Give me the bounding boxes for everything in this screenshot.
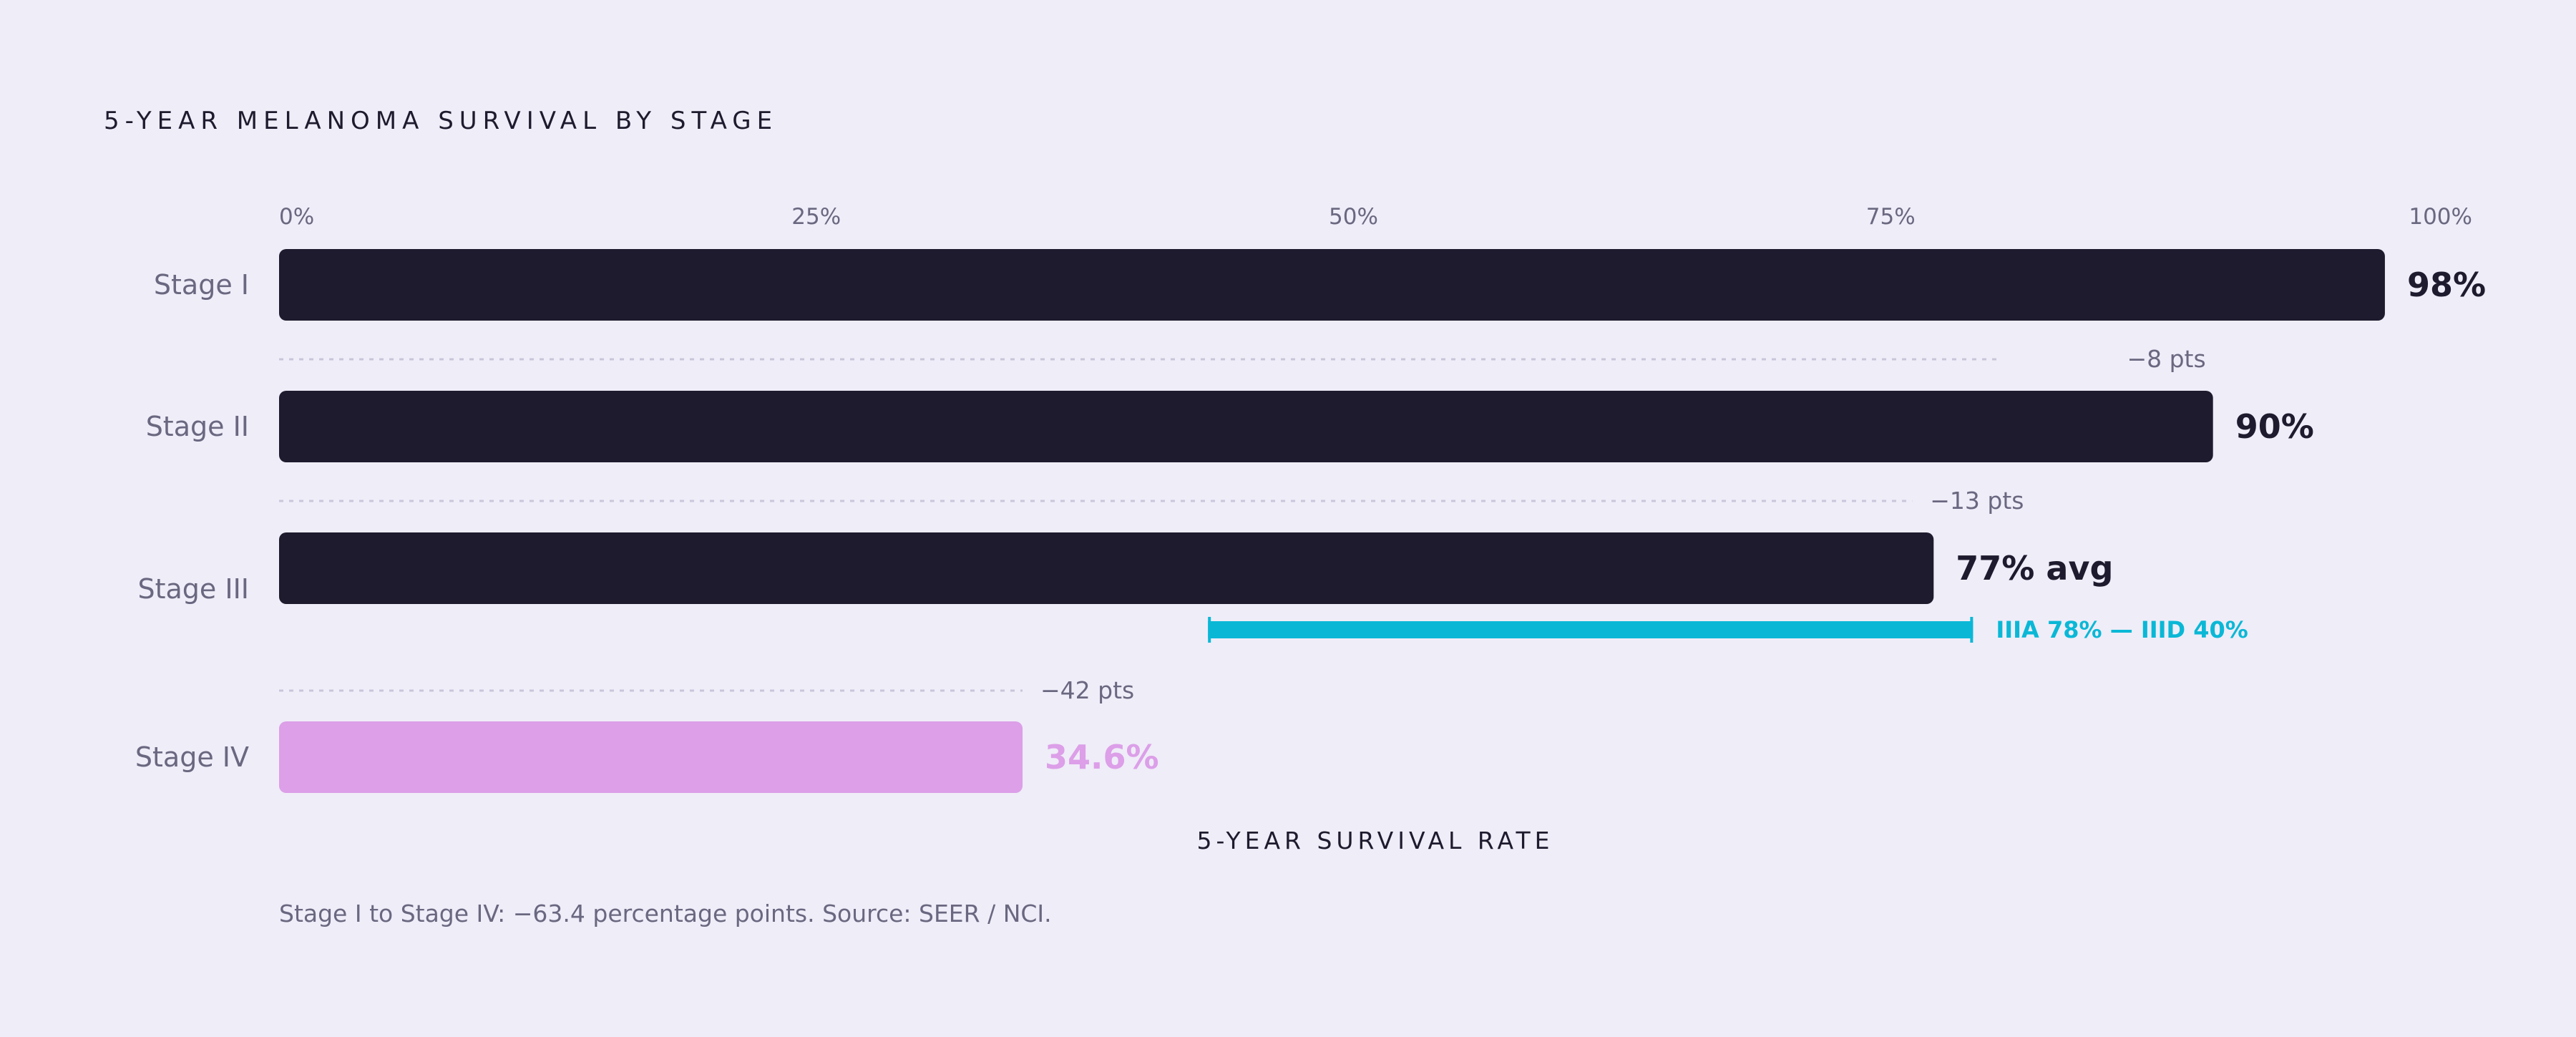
range-label: IIIA 78% — IIID 40% <box>1996 616 2248 643</box>
stage-label: Stage IV <box>135 741 249 773</box>
tick-label: 75% <box>1866 204 1916 230</box>
tick-label: 100% <box>2409 204 2472 230</box>
chart-title: 5-YEAR MELANOMA SURVIVAL BY STAGE <box>104 107 778 135</box>
stage-label: Stage III <box>137 573 249 605</box>
delta-label: −42 pts <box>1040 676 1134 704</box>
tick-label: 25% <box>791 204 841 230</box>
range-bar <box>1208 621 1974 638</box>
value-label: 77% avg <box>1956 549 2113 588</box>
stage-label: Stage I <box>154 269 249 301</box>
bar <box>279 532 1934 604</box>
tick-label: 50% <box>1329 204 1378 230</box>
bar <box>279 391 2213 462</box>
tick-label: 0% <box>279 204 314 230</box>
delta-label: −8 pts <box>2127 345 2205 373</box>
x-axis-label: 5-YEAR SURVIVAL RATE <box>1196 827 1553 855</box>
value-label: 90% <box>2235 407 2314 446</box>
stage-label: Stage II <box>146 411 249 442</box>
bar <box>279 249 2385 321</box>
delta-label: −13 pts <box>1930 487 2024 515</box>
range-cap-high <box>1970 617 1974 643</box>
range-cap-low <box>1208 617 1211 643</box>
value-label: 98% <box>2407 266 2486 304</box>
value-label: 34.6% <box>1045 738 1159 776</box>
footnote: Stage I to Stage IV: −63.4 percentage po… <box>279 900 1052 928</box>
bar <box>279 721 1023 793</box>
